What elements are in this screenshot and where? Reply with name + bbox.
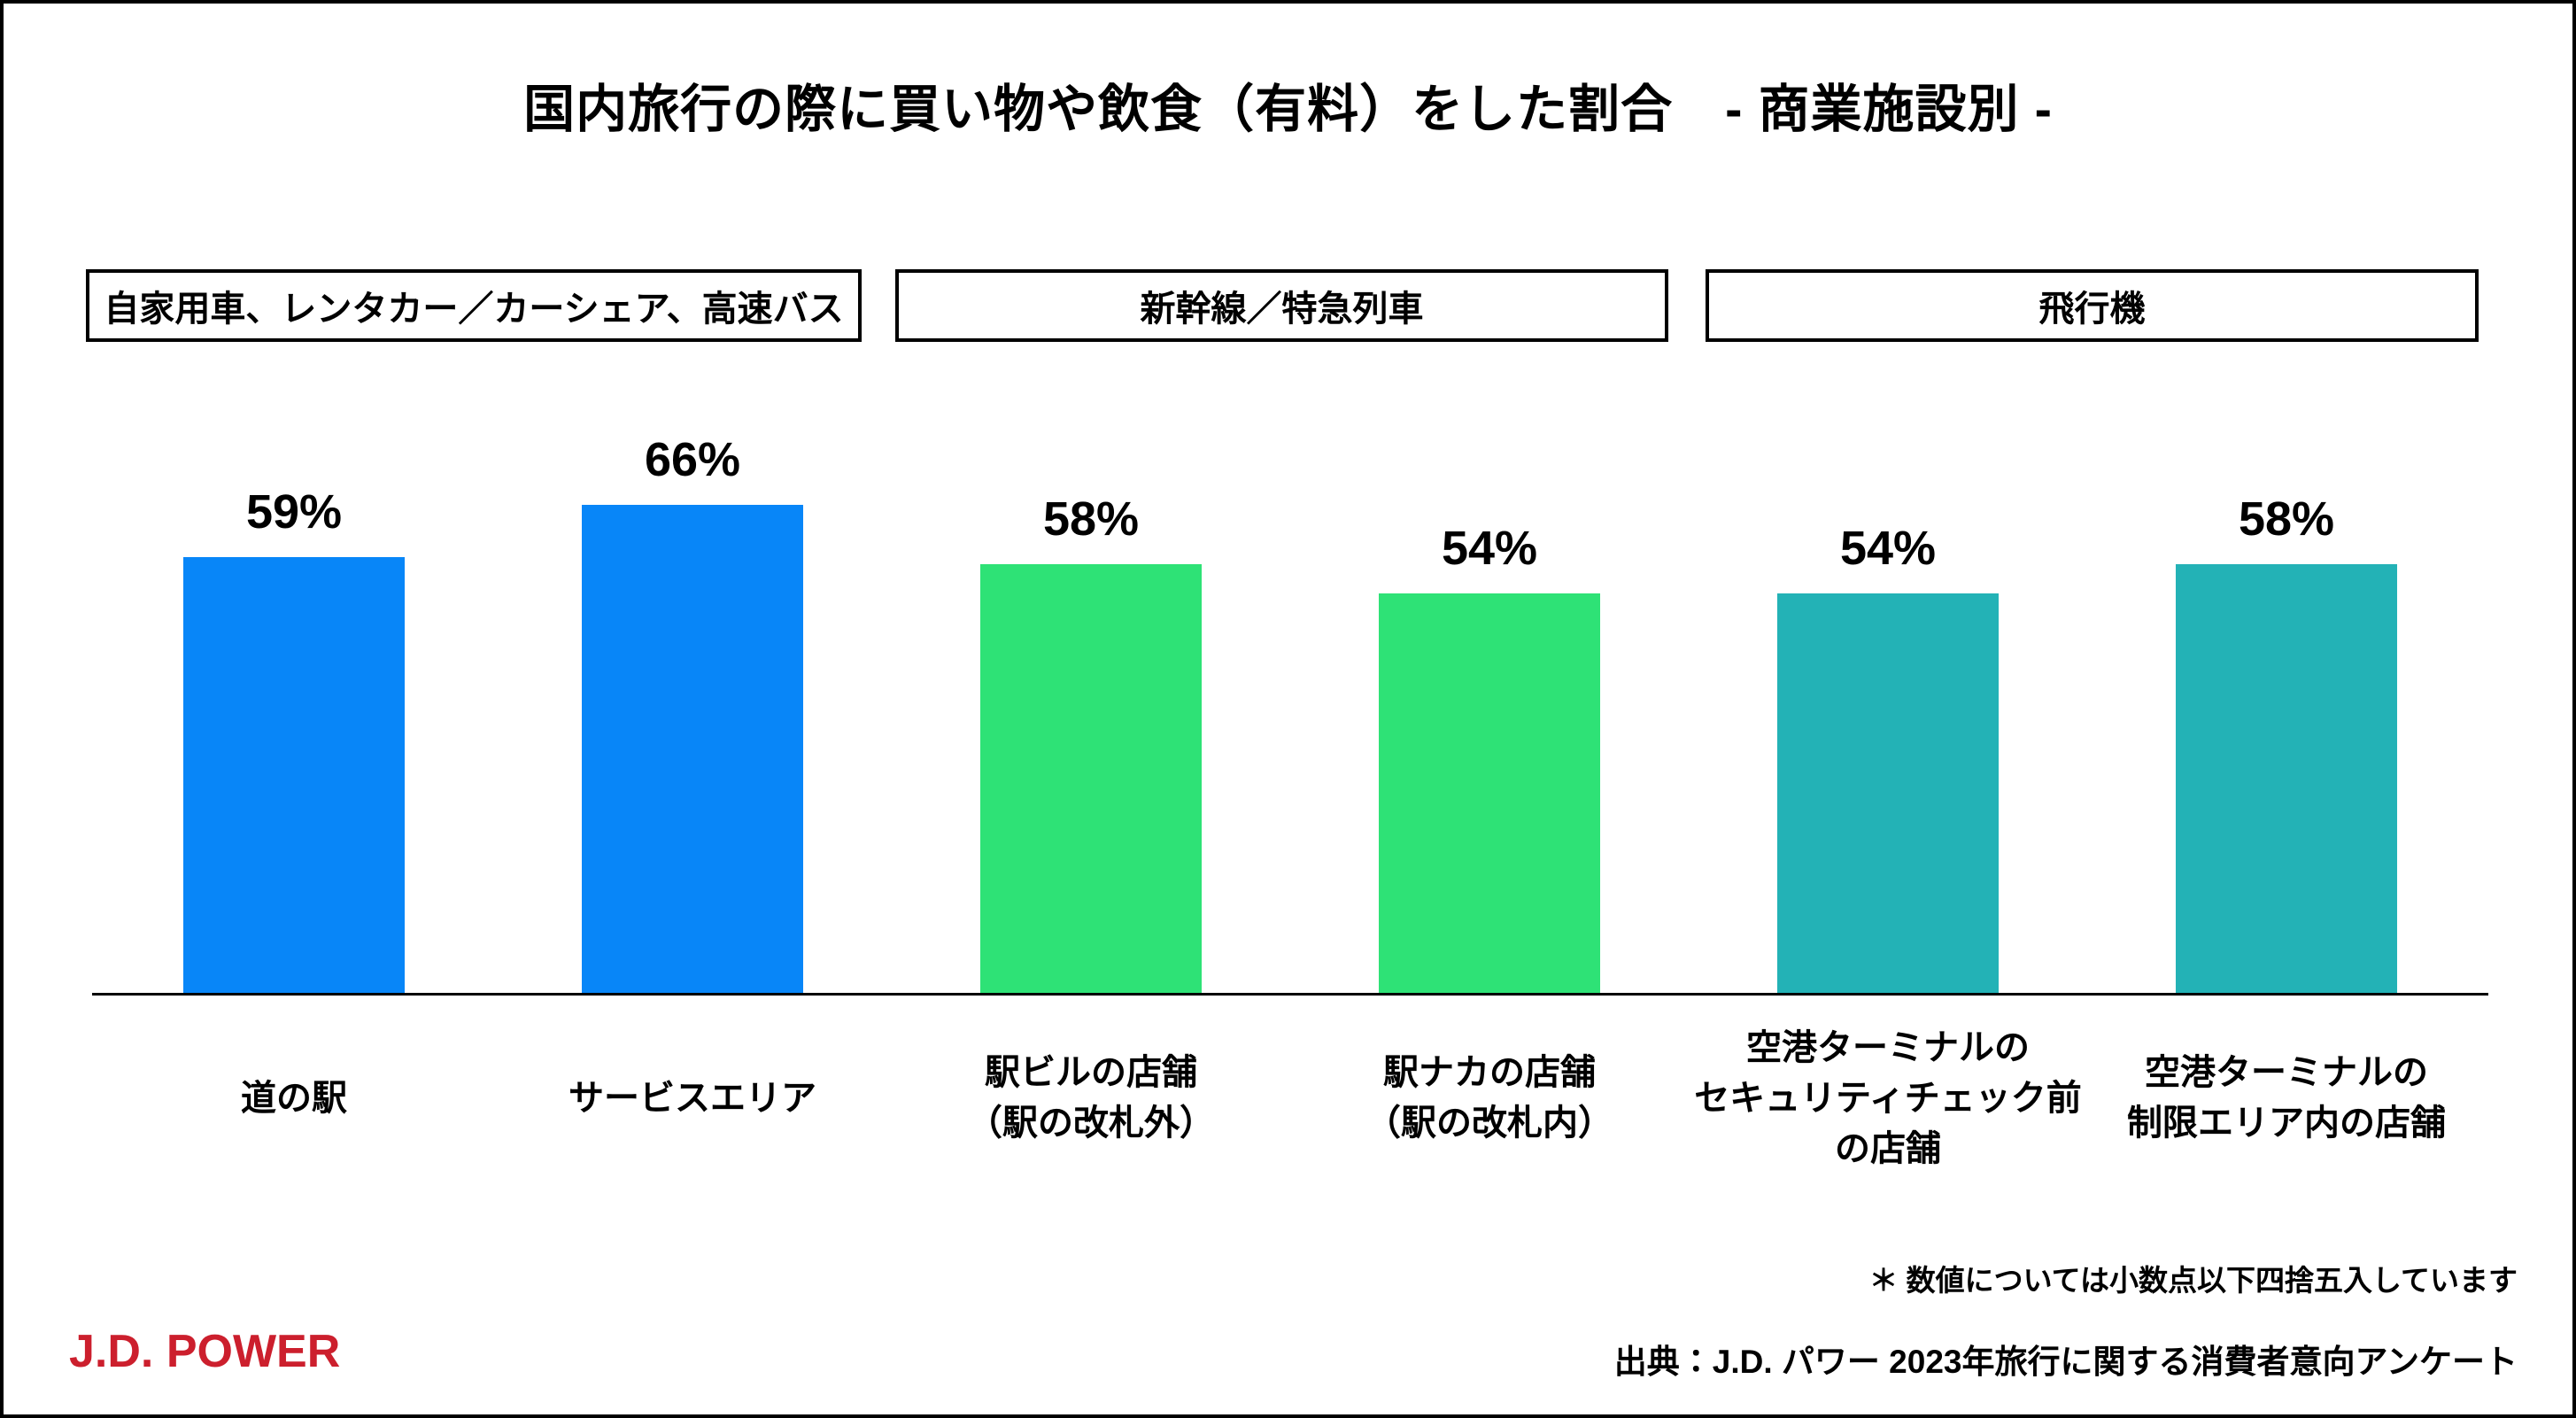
bar-value-label: 58%: [2238, 492, 2335, 546]
jd-power-logo: J.D. POWER: [69, 1326, 341, 1377]
bar-value-label: 59%: [245, 485, 343, 539]
group-header-car-rental-bus: 自家用車、レンタカー／カーシェア、高速バス: [86, 269, 862, 342]
bar-value-label: 66%: [644, 433, 741, 486]
category-label-line: 空港ターミナルの: [1746, 1027, 2030, 1067]
category-label-line: （駅の改札外）: [967, 1104, 1215, 1143]
category-label: 駅ビルの店舗 （駅の改札外）: [892, 1010, 1290, 1187]
group-header-label: 飛行機: [2038, 290, 2146, 329]
group-header-label: 新幹線／特急列車: [1140, 290, 1424, 329]
category-label-line: 駅ナカの店舗: [1383, 1053, 1596, 1092]
bar-value-label: 58%: [1042, 492, 1140, 546]
bar-value-label: 54%: [1839, 522, 1937, 575]
group-header-label: 自家用車、レンタカー／カーシェア、高速バス: [104, 290, 844, 329]
category-label: 道の駅: [95, 1010, 493, 1187]
category-label-line: （駅の改札内）: [1365, 1104, 1613, 1143]
bar: [183, 557, 405, 995]
rounding-footnote: ＊ 数値については小数点以下四捨五入しています: [1868, 1264, 2518, 1297]
bar-column: 54%: [1290, 521, 1689, 995]
bar: [582, 505, 803, 995]
category-labels-row: 道の駅 サービスエリア 駅ビルの店舗 （駅の改札外） 駅ナカの店舗 （駅の改札内） 空港ター…: [95, 1010, 2486, 1187]
bar: [1379, 593, 1600, 995]
category-label-line: サービスエリア: [569, 1078, 816, 1118]
bar: [980, 564, 1202, 995]
category-label-line: セキュリティチェック前: [1694, 1078, 2082, 1118]
x-axis-baseline: [92, 993, 2488, 996]
bars-row: 59% 66% 58% 54% 54% 58%: [95, 376, 2486, 995]
bar-column: 58%: [892, 492, 1290, 995]
bar-value-label: 54%: [1441, 522, 1538, 575]
bar: [1777, 593, 1999, 995]
category-label-line: 道の駅: [241, 1078, 347, 1118]
category-label: 駅ナカの店舗 （駅の改札内）: [1290, 1010, 1689, 1187]
category-label-line: 制限エリア内の店舗: [2127, 1104, 2446, 1143]
category-label: サービスエリア: [493, 1010, 892, 1187]
group-header-shinkansen-express: 新幹線／特急列車: [895, 269, 1668, 342]
bar-column: 59%: [95, 484, 493, 995]
bar-column: 66%: [493, 432, 892, 995]
group-header-airplane: 飛行機: [1706, 269, 2479, 342]
category-label-line: 空港ターミナルの: [2145, 1053, 2428, 1092]
bar-column: 54%: [1689, 521, 2087, 995]
chart-title: 国内旅行の際に買い物や飲食（有料）をした割合 - 商業施設別 -: [523, 81, 2053, 138]
bar-column: 58%: [2087, 492, 2486, 995]
category-label-line: 駅ビルの店舗: [985, 1053, 1197, 1092]
source-citation: 出典：J.D. パワー 2023年旅行に関する消費者意向アンケート: [1613, 1344, 2518, 1380]
category-label: 空港ターミナルのセキュリティチェック前 の店舗: [1689, 1010, 2087, 1187]
category-label: 空港ターミナルの 制限エリア内の店舗: [2087, 1010, 2486, 1187]
bar: [2176, 564, 2397, 995]
category-label-line: の店舗: [1835, 1128, 1941, 1168]
